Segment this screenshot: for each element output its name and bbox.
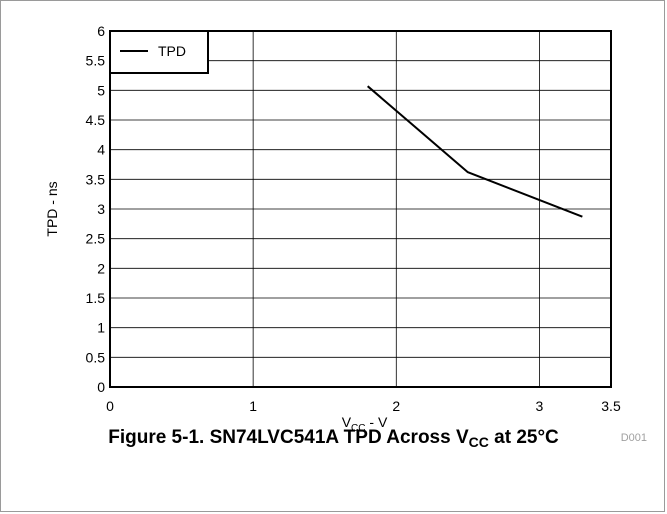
x-axis-title-sub: CC [351, 423, 365, 434]
y-tick-label: 2 [97, 260, 105, 276]
x-axis-title: VCC - V [342, 414, 388, 434]
y-tick-label: 4 [97, 142, 105, 158]
y-tick-label: 3 [97, 201, 105, 217]
series-line-tpd [367, 85, 583, 218]
caption-suffix: at 25°C [488, 427, 559, 448]
y-axis-title: TPD - ns [44, 181, 60, 236]
x-axis-title-suffix: - V [366, 414, 388, 430]
grid-lines [110, 31, 611, 387]
x-tick-label: 0 [106, 398, 114, 414]
x-tick-label: 3.5 [601, 398, 621, 414]
caption-prefix: Figure 5-1. SN74LVC541A TPD Across V [108, 427, 469, 448]
x-tick-label: 2 [392, 398, 400, 414]
y-tick-label: 2.5 [86, 231, 106, 247]
y-tick-label: 5 [97, 82, 105, 98]
plot-border [109, 30, 612, 388]
y-tick-label: 1.5 [86, 290, 106, 306]
y-tick-label: 0.5 [86, 349, 106, 365]
figure-code: D001 [621, 432, 647, 444]
x-tick-labels: 0 1 2 3 3.5 [106, 398, 621, 414]
y-tick-label: 0 [97, 379, 105, 395]
y-tick-label: 5.5 [86, 53, 106, 69]
caption-sub: CC [468, 434, 489, 450]
x-axis-title-main: V [342, 414, 352, 430]
figure-caption: Figure 5-1. SN74LVC541A TPD Across VCC a… [1, 427, 666, 450]
y-tick-label: 6 [97, 23, 105, 39]
x-tick-label: 1 [249, 398, 257, 414]
x-tick-label: 3 [536, 398, 544, 414]
y-tick-label: 4.5 [86, 112, 106, 128]
y-tick-labels: 0 0.5 1 1.5 2 2.5 3 3.5 4 4.5 5 5.5 6 [86, 23, 106, 395]
series-layer [367, 85, 583, 218]
legend-label-tpd: TPD [158, 43, 186, 59]
y-tick-label: 3.5 [86, 171, 106, 187]
y-tick-label: 1 [97, 320, 105, 336]
legend: TPD [109, 30, 209, 74]
